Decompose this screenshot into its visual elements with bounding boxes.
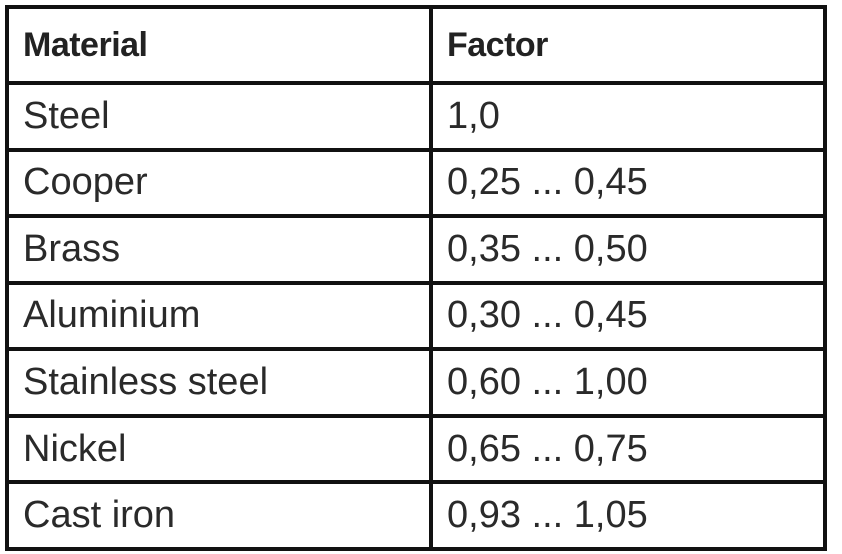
table-cell: 0,25 ... 0,45 xyxy=(429,147,827,219)
table-row: Stainless steel 0,60 ... 1,00 xyxy=(5,347,827,418)
table-row: Aluminium 0,30 ... 0,45 xyxy=(5,280,827,352)
table-cell: 0,60 ... 1,00 xyxy=(429,347,827,418)
table-cell: 0,30 ... 0,45 xyxy=(429,280,827,352)
table-cell: Cooper xyxy=(5,147,433,219)
table-row: Cast iron 0,93 ... 1,05 xyxy=(5,480,827,551)
factor-table: Material Factor Steel 1,0 Cooper 0,25 ... 0… xyxy=(5,5,827,551)
table-cell: 0,93 ... 1,05 xyxy=(429,480,827,551)
table-cell: Stainless steel xyxy=(5,347,433,418)
table-row: Brass 0,35 ... 0,50 xyxy=(5,214,827,285)
table-header: Material Factor xyxy=(5,5,827,85)
table-row: Steel 1,0 xyxy=(5,81,827,152)
table-cell: Cast iron xyxy=(5,480,433,551)
table-row: Cooper 0,25 ... 0,45 xyxy=(5,147,827,219)
table-cell: Brass xyxy=(5,214,433,285)
header-cell: Material xyxy=(5,5,433,85)
table-cell: Aluminium xyxy=(5,280,433,352)
table-cell: Steel xyxy=(5,81,433,152)
table-cell: 1,0 xyxy=(429,81,827,152)
table-cell: 0,35 ... 0,50 xyxy=(429,214,827,285)
header-cell: Factor xyxy=(429,5,827,85)
table-cell: 0,65 ... 0,75 xyxy=(429,413,827,485)
table-cell: Nickel xyxy=(5,413,433,485)
table-row: Nickel 0,65 ... 0,75 xyxy=(5,413,827,485)
header-row: Material Factor xyxy=(5,5,827,85)
table-body: Steel 1,0 Cooper 0,25 ... 0,45 Brass 0,35 ...… xyxy=(5,81,827,551)
